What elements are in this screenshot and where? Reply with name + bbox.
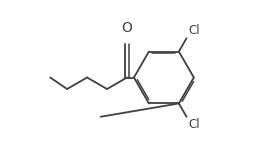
Text: O: O [122, 21, 132, 35]
Text: Cl: Cl [188, 118, 200, 131]
Text: Cl: Cl [188, 24, 200, 37]
